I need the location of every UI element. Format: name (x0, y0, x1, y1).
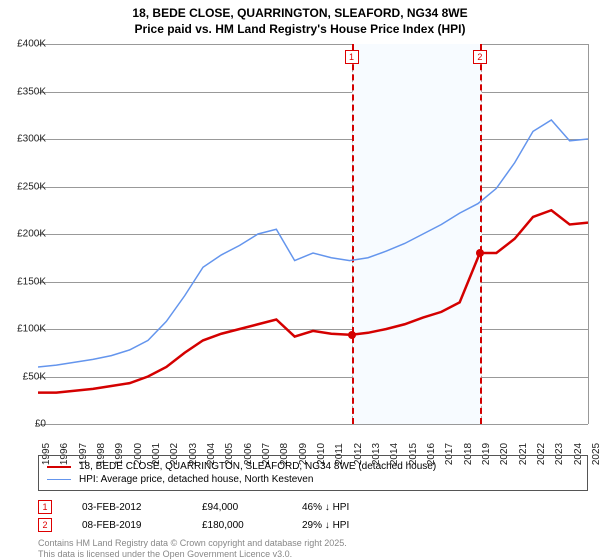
transaction-price: £94,000 (202, 502, 272, 513)
transaction-table: 1 03-FEB-2012 £94,000 46% ↓ HPI 2 08-FEB… (38, 498, 392, 534)
grid-line (38, 424, 588, 425)
transaction-dot (476, 249, 484, 257)
chart-title: 18, BEDE CLOSE, QUARRINGTON, SLEAFORD, N… (0, 0, 600, 41)
legend-label-hpi: HPI: Average price, detached house, Nort… (79, 474, 313, 485)
legend-swatch-hpi (47, 479, 71, 480)
attribution-line1: Contains HM Land Registry data © Crown c… (38, 538, 347, 549)
legend-label-price: 18, BEDE CLOSE, QUARRINGTON, SLEAFORD, N… (79, 461, 436, 472)
line-layer (38, 44, 588, 424)
transaction-row: 1 03-FEB-2012 £94,000 46% ↓ HPI (38, 498, 392, 516)
series-price_paid (38, 210, 588, 392)
y-tick-label: £0 (6, 419, 46, 430)
y-tick-label: £100K (6, 324, 46, 335)
y-tick-label: £50K (6, 371, 46, 382)
y-tick-label: £350K (6, 86, 46, 97)
title-line2: Price paid vs. HM Land Registry's House … (0, 22, 600, 38)
transaction-dot (348, 331, 356, 339)
legend-swatch-price (47, 466, 71, 468)
y-tick-label: £300K (6, 134, 46, 145)
transaction-date: 08-FEB-2019 (82, 520, 172, 531)
transaction-hpi: 29% ↓ HPI (302, 520, 392, 531)
attribution-line2: This data is licensed under the Open Gov… (38, 549, 347, 560)
transaction-price: £180,000 (202, 520, 272, 531)
transaction-row: 2 08-FEB-2019 £180,000 29% ↓ HPI (38, 516, 392, 534)
transaction-hpi: 46% ↓ HPI (302, 502, 392, 513)
title-line1: 18, BEDE CLOSE, QUARRINGTON, SLEAFORD, N… (0, 6, 600, 22)
y-tick-label: £250K (6, 181, 46, 192)
transaction-id: 1 (38, 500, 52, 514)
legend-box: 18, BEDE CLOSE, QUARRINGTON, SLEAFORD, N… (38, 455, 588, 491)
y-tick-label: £150K (6, 276, 46, 287)
attribution-text: Contains HM Land Registry data © Crown c… (38, 538, 347, 560)
legend-item-price: 18, BEDE CLOSE, QUARRINGTON, SLEAFORD, N… (47, 460, 579, 473)
y-tick-label: £400K (6, 39, 46, 50)
x-tick-label: 2025 (591, 443, 600, 465)
y-tick-label: £200K (6, 229, 46, 240)
transaction-id: 2 (38, 518, 52, 532)
transaction-date: 03-FEB-2012 (82, 502, 172, 513)
plot-area: 12 (38, 44, 589, 424)
legend-item-hpi: HPI: Average price, detached house, Nort… (47, 473, 579, 486)
